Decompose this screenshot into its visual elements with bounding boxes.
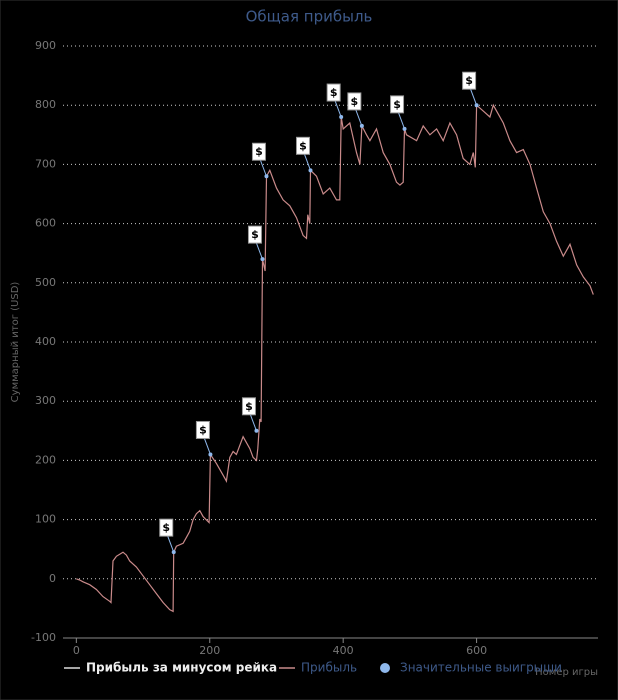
flag-box	[462, 71, 477, 90]
flag-pole	[470, 89, 478, 106]
y-tick-label: 200	[35, 453, 56, 466]
big-win-marker	[208, 452, 213, 457]
flag-pole	[203, 438, 211, 455]
flag-pole	[304, 154, 311, 171]
legend-label: Прибыль за минусом рейка	[86, 661, 277, 675]
flag-box	[195, 420, 210, 439]
flag-pole	[398, 112, 406, 130]
flag-label: $	[251, 228, 259, 241]
big-win-marker	[260, 257, 265, 262]
flag-box	[390, 95, 405, 114]
big-win-marker	[264, 174, 269, 179]
flag-label: $	[199, 423, 207, 436]
y-tick-label: 800	[35, 98, 56, 111]
flag-label: $	[393, 98, 401, 111]
big-win-marker	[171, 550, 176, 555]
flag-pole	[334, 100, 342, 118]
flag-box	[295, 136, 310, 155]
legend-item: Прибыль	[279, 661, 357, 675]
y-tick-label: -100	[31, 631, 56, 644]
y-tick-label: 700	[35, 157, 56, 170]
flag-box	[251, 142, 266, 161]
big-win-marker	[339, 115, 344, 120]
y-tick-label: 0	[49, 572, 56, 585]
chart-title: Общая прибыль	[246, 8, 373, 26]
big-win-marker	[308, 168, 313, 173]
legend-item: Значительные выигрыши	[380, 661, 562, 675]
x-tick-label: 0	[73, 644, 80, 657]
y-axis-title: Суммарный итог (USD)	[10, 282, 21, 403]
flag-box	[347, 92, 362, 111]
y-tick-label: 500	[35, 276, 56, 289]
flag-label: $	[351, 95, 359, 108]
flag-pole	[249, 414, 257, 431]
legend-label: Прибыль	[301, 661, 357, 675]
big-win-marker	[359, 123, 364, 128]
flag-box	[159, 518, 174, 537]
y-tick-label: 600	[35, 217, 56, 230]
flag-pole	[259, 160, 267, 177]
flag-label: $	[162, 521, 170, 534]
x-tick-label: 600	[466, 644, 487, 657]
flag-label: $	[330, 86, 338, 99]
x-tick-label: 200	[199, 644, 220, 657]
legend-item: Прибыль за минусом рейка	[64, 661, 277, 675]
big-win-marker	[402, 126, 407, 131]
flag-pole	[167, 535, 175, 553]
y-tick-label: 400	[35, 335, 56, 348]
flag-label: $	[245, 400, 253, 413]
flag-label: $	[299, 139, 307, 152]
flag-box	[326, 83, 341, 102]
y-tick-label: 900	[35, 39, 56, 52]
big-win-marker	[474, 103, 479, 108]
y-tick-label: 100	[35, 513, 56, 526]
flag-box	[241, 397, 256, 416]
flag-pole	[255, 242, 263, 260]
flag-label: $	[465, 74, 473, 87]
x-tick-label: 400	[333, 644, 354, 657]
flag-label: $	[255, 145, 263, 158]
profit-line	[76, 103, 594, 613]
y-tick-label: 300	[35, 394, 56, 407]
flag-pole	[355, 109, 363, 127]
legend-swatch	[380, 663, 390, 673]
legend-label: Значительные выигрыши	[400, 661, 562, 675]
x-axis-title: Номер игры	[535, 667, 598, 678]
big-win-marker	[254, 428, 259, 433]
flag-box	[247, 225, 262, 244]
